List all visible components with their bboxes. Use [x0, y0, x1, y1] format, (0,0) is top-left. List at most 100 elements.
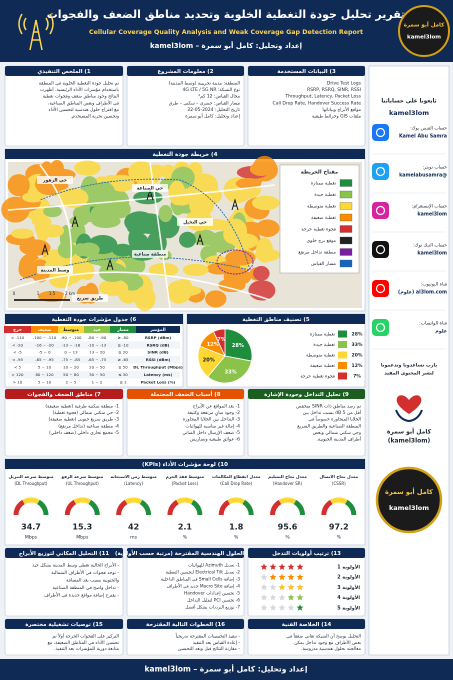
table-cell: ≥ -10 — [118, 342, 129, 347]
legend-swatch — [339, 225, 353, 233]
coverage-blob — [74, 243, 87, 257]
panel-line: تحسين الأداء في المناطق الضعيفة، مع — [48, 639, 120, 646]
panel-line: 4- إضافة Macro Site جديد في الأطراف — [167, 583, 241, 590]
coverage-blob — [225, 249, 256, 266]
panel-line: وتحسين تجربة المستخدم. — [71, 115, 119, 120]
panel-header — [127, 66, 244, 76]
panel-line: 5- تحسين إعدادات Handover — [184, 591, 240, 597]
gauge-name: معدل نجاح التسليم — [268, 474, 307, 479]
panel-line: باستخدام مؤشرات الأداء الرئيسية. أظهرت — [40, 86, 119, 93]
table-cell: 50 ~ 80 — [63, 372, 79, 377]
pie-label: 33% — [225, 369, 237, 375]
legend-label: تغطية متوسطة — [306, 354, 336, 359]
table-head: المؤشر — [149, 328, 166, 333]
gauge-arc — [167, 499, 179, 516]
panel-line: نوع الشبكة: 4G LTE / 5G NR — [183, 87, 240, 93]
priority-star — [296, 583, 304, 591]
priority-star — [278, 573, 286, 581]
gauge-value: 2.1 — [178, 523, 193, 532]
priority-label: الأولوية 3 — [337, 584, 360, 591]
panel-title: 2) معلومات المشروع — [157, 69, 213, 75]
place-label-bg — [72, 294, 108, 302]
gauge-sub: (Handover SR) — [273, 481, 303, 486]
priority-star — [260, 594, 268, 601]
panel-line: 4- إمالة غير مناسبة للهوائيات — [185, 423, 240, 429]
place-label: طريق سريع — [77, 297, 103, 302]
gauge-arc — [330, 497, 348, 505]
table-cell: 10 ~ 20 — [63, 365, 79, 370]
panel-line: متابعة دورية للمؤشرات بعد التنفيذ. — [54, 647, 119, 652]
table-cell: -75 ~ -85 — [62, 357, 81, 362]
gauge-name: متوسط زمن الاستجابة — [110, 474, 157, 479]
coverage-blob — [98, 279, 129, 296]
priority-star — [260, 583, 268, 591]
table-row — [8, 341, 180, 349]
table-cell: 1 ~ 2 — [92, 379, 103, 384]
coverage-blob — [74, 160, 101, 176]
table-cell: ≤ 30 — [118, 372, 128, 377]
legend-value: 28% — [352, 332, 363, 338]
panel-title: 12) الحلول الهندسية المقترحة (مرتبة حسب … — [115, 549, 256, 557]
panel-line: 3- طريق سريع جنوبي (تغطية ضعيفة) — [48, 417, 119, 423]
coverage-blob — [91, 214, 121, 229]
panel-line: 5- مجمع تجاري داخلي (ضعف داخلي) — [49, 430, 119, 436]
social-icon-glyph — [375, 322, 386, 333]
panel-line: - مقارنة النتائج قبل وبعد التحسين — [178, 647, 240, 652]
table-row — [8, 348, 180, 357]
table-cell: < -20 — [12, 342, 23, 347]
panel-title: 4) خريطة جودة التغطية — [152, 152, 217, 158]
table-cell: RSRQ (dB) — [147, 342, 170, 347]
gauge-arc — [278, 497, 297, 505]
coverage-blob — [148, 262, 179, 277]
gauge-sub: (Packet Loss) — [172, 481, 199, 486]
social-icon-glyph — [375, 283, 386, 294]
gauge-arc — [22, 497, 40, 505]
legend-swatch — [338, 351, 347, 359]
table-cell: 2 ~ 5 — [66, 379, 77, 384]
coverage-blob — [58, 187, 89, 208]
social-handle: kamel3lom — [417, 212, 447, 218]
priority-star — [269, 573, 277, 581]
gauge-arc — [190, 499, 203, 516]
panel-title: 8) أسباب الضعف المحتملة — [151, 390, 221, 398]
coverage-blob — [256, 237, 273, 263]
priority-star — [278, 604, 286, 611]
legend-label: تغطية جيدة — [313, 343, 335, 348]
table-head-cell — [84, 326, 110, 333]
panel-line: 2- حي سكني شمالي (فجوة تغطية) — [52, 410, 119, 416]
gauge-name: معدل نجاح الاتصال — [320, 474, 359, 479]
cell-tower — [106, 258, 114, 271]
place-label-bg — [177, 218, 213, 226]
footer-bg — [0, 659, 453, 680]
gauge-arc — [270, 499, 282, 516]
coverage-blob — [251, 195, 280, 211]
coverage-blob — [218, 278, 246, 293]
table-cell: DL Throughput (Mbps) — [133, 365, 183, 370]
cell-tower — [196, 233, 204, 246]
gauge-value: 34.7 — [21, 523, 41, 532]
table-head: متوسط — [63, 328, 79, 333]
coverage-blob — [112, 243, 134, 257]
pie-label: 28% — [232, 343, 244, 349]
table-cell: Latency (ms) — [144, 372, 173, 377]
logo-name: كامل أبو سمرة — [404, 21, 445, 29]
panel-header — [187, 314, 365, 324]
panel-title: 6) جدول مؤشرات جودة التغطية — [52, 317, 137, 323]
table-cell: 0 ~ 13 — [64, 350, 78, 355]
gauge-value: 1.8 — [229, 523, 244, 532]
gauge-arc — [139, 499, 152, 516]
panel-line: التركيز على الفجوات الحرجة أولاً ثم — [52, 633, 119, 640]
pie-label: 12% — [207, 342, 219, 348]
legend-label: موقع برج خلوي — [306, 239, 336, 244]
panel-line: والجنوبية بسبب بعد المسافة — [66, 579, 119, 584]
coverage-blob — [109, 174, 135, 192]
legend-title: مفتاح الخريطة — [301, 170, 338, 176]
social-label: حساب التيك توك: — [413, 244, 447, 249]
gauge-arc — [242, 499, 254, 516]
priority-star — [260, 604, 268, 611]
table-cell: -85 ~ -95 — [35, 357, 54, 362]
header-subtitle: Cellular Coverage Quality Analysis and W… — [89, 29, 363, 36]
table-cell: -80 ~ -90 — [88, 335, 107, 340]
coverage-blob — [40, 161, 53, 179]
panel-line: أقل من 5 dB بسبب تداخل بين — [303, 409, 361, 416]
